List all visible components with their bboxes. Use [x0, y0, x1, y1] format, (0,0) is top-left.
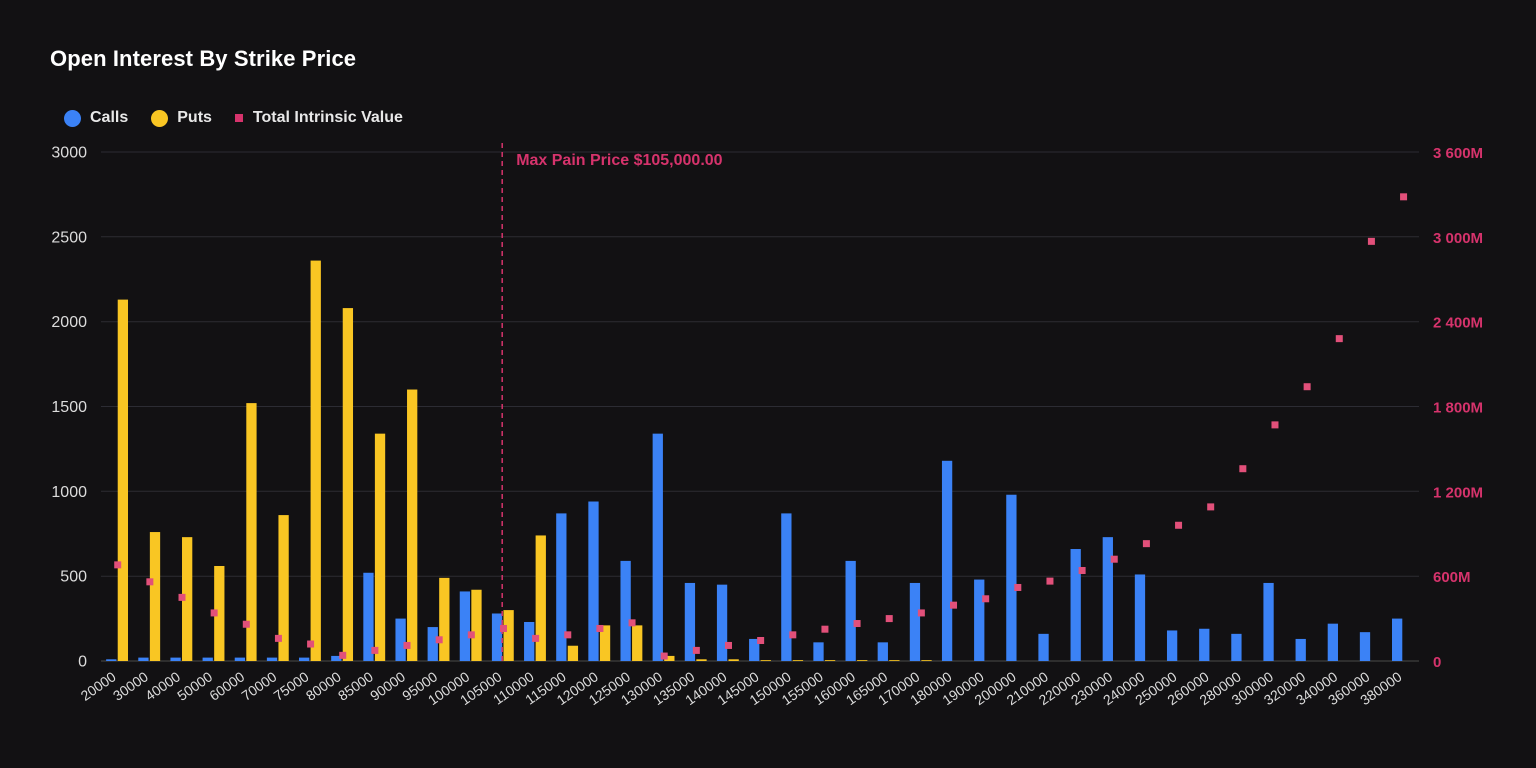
svg-text:20000: 20000: [78, 668, 119, 704]
svg-text:80000: 80000: [303, 668, 344, 704]
svg-text:85000: 85000: [335, 668, 376, 704]
svg-text:3000: 3000: [51, 145, 87, 162]
svg-text:3 600M: 3 600M: [1433, 145, 1483, 162]
svg-text:1500: 1500: [51, 399, 87, 416]
svg-text:90000: 90000: [367, 668, 408, 704]
svg-text:1 200M: 1 200M: [1433, 484, 1483, 501]
svg-text:1000: 1000: [51, 484, 87, 501]
svg-text:1 800M: 1 800M: [1433, 400, 1483, 417]
svg-text:40000: 40000: [142, 668, 183, 704]
svg-text:2500: 2500: [51, 229, 87, 246]
svg-text:2 400M: 2 400M: [1433, 315, 1483, 332]
svg-text:2000: 2000: [51, 314, 87, 331]
svg-text:30000: 30000: [110, 668, 151, 704]
svg-text:50000: 50000: [174, 668, 215, 704]
svg-text:70000: 70000: [238, 668, 279, 704]
svg-text:75000: 75000: [271, 668, 312, 704]
svg-text:Max Pain Price $105,000.00: Max Pain Price $105,000.00: [516, 152, 722, 169]
svg-text:0: 0: [78, 654, 87, 671]
svg-text:3 000M: 3 000M: [1433, 230, 1483, 247]
svg-text:60000: 60000: [206, 668, 247, 704]
svg-text:0: 0: [1433, 654, 1441, 671]
svg-text:500: 500: [60, 569, 87, 586]
svg-text:600M: 600M: [1433, 569, 1471, 586]
